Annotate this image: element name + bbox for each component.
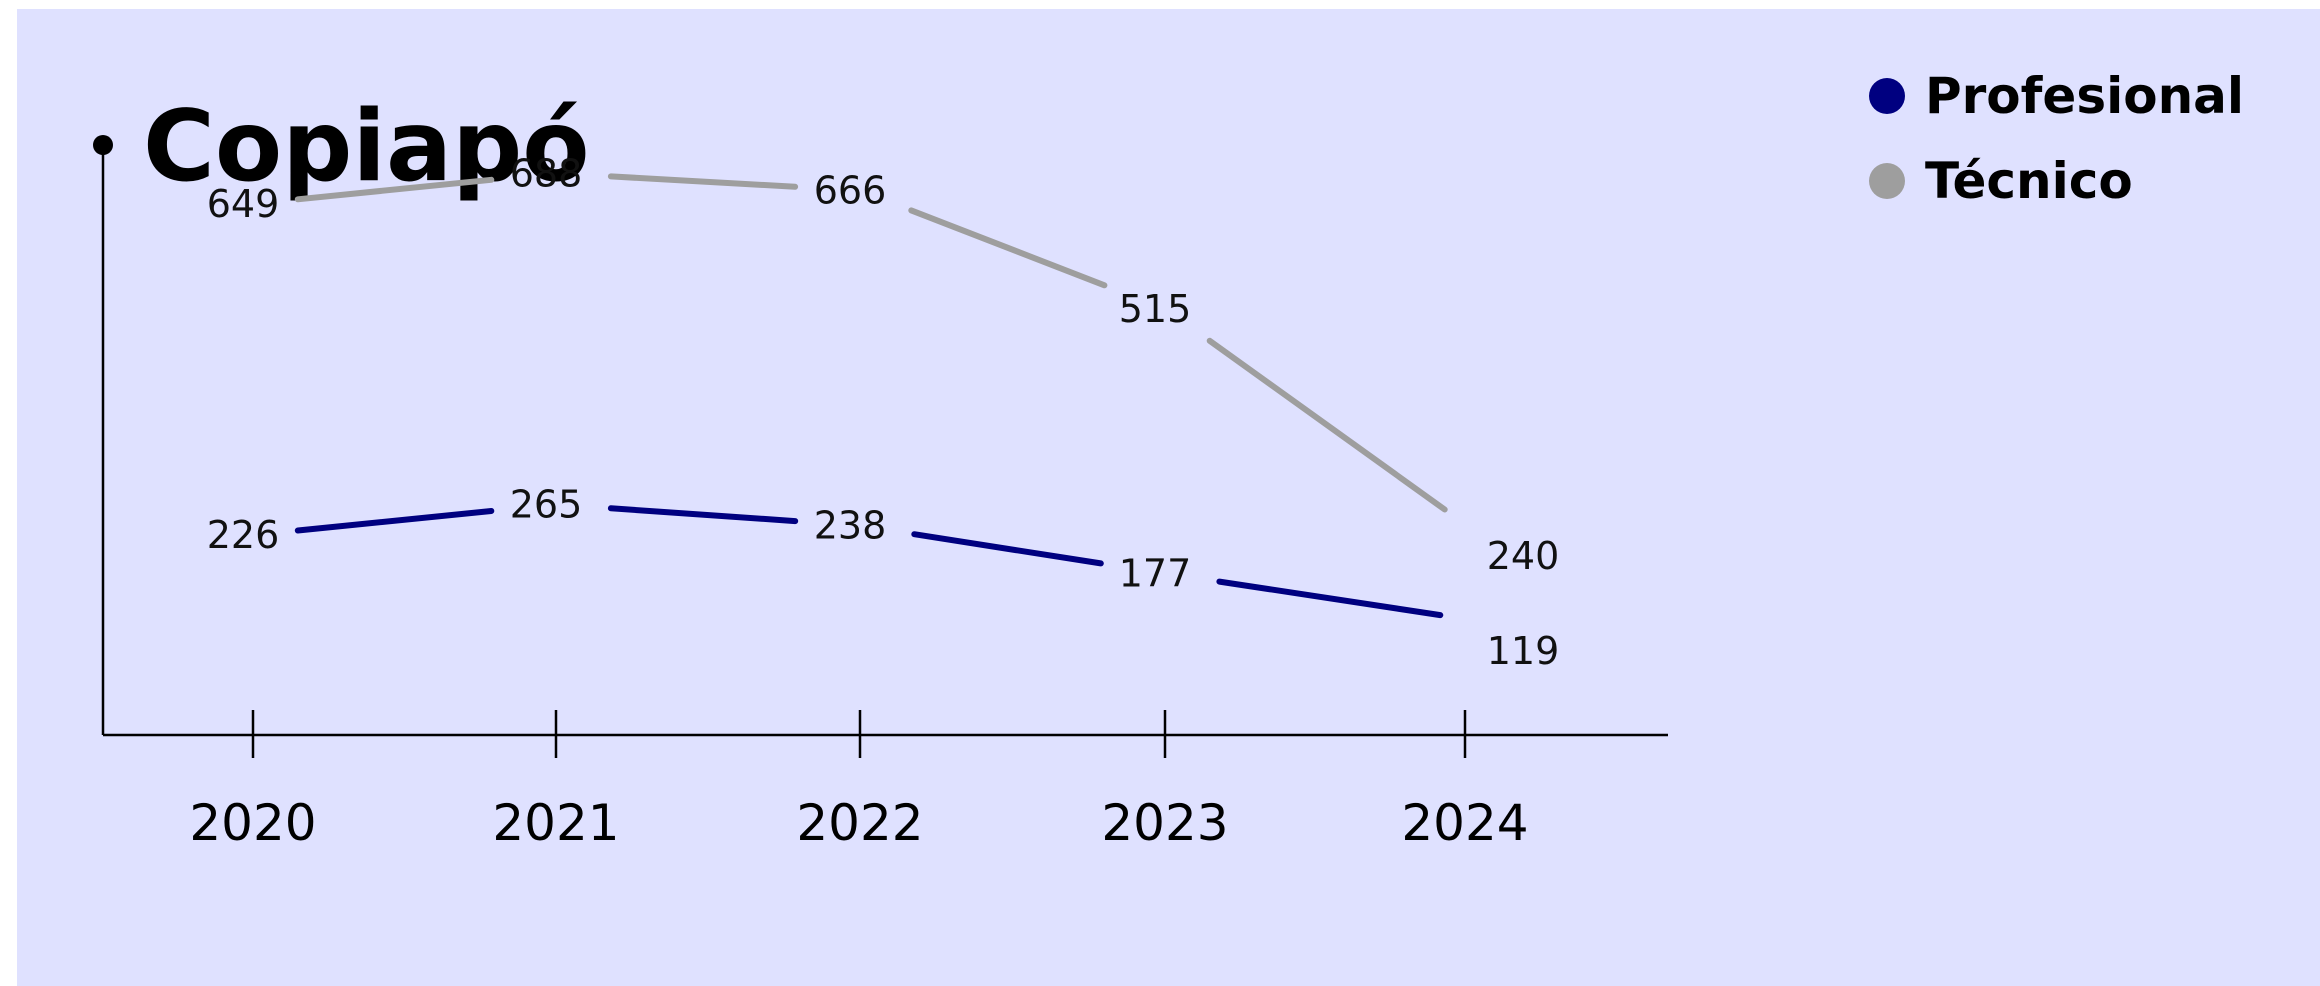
x-tick-label-2024: 2024 <box>1401 794 1528 852</box>
series-segment-profesional-1 <box>607 505 799 525</box>
data-label-tecnico-2024: 240 <box>1487 534 1560 578</box>
x-axis-ticks: 2020 2021 2022 2023 2024 <box>189 710 1529 852</box>
data-label-tecnico-2020: 649 <box>207 182 280 226</box>
chart-background <box>17 9 2320 986</box>
series-segment-profesional-2 <box>911 531 1104 567</box>
data-label-profesional-2023: 177 <box>1119 551 1192 595</box>
data-label-profesional-2022: 238 <box>814 504 887 548</box>
data-labels: 226 265 238 177 119 649 688 666 515 240 <box>207 151 1560 673</box>
series-segment-profesional-3 <box>1216 578 1444 619</box>
legend: Profesional Técnico <box>1869 67 2244 210</box>
axes <box>101 145 1668 737</box>
chart-title: Copiapó <box>143 90 590 204</box>
x-tick-label-2020: 2020 <box>189 794 316 852</box>
data-label-tecnico-2022: 666 <box>814 169 887 213</box>
series-segment-tecnico-2 <box>908 207 1108 289</box>
legend-marker-profesional <box>1869 78 1905 114</box>
series-segment-tecnico-3 <box>1206 337 1448 513</box>
series-segment-tecnico-1 <box>607 173 799 190</box>
series-segment-tecnico-0 <box>294 176 495 203</box>
x-tick-label-2023: 2023 <box>1101 794 1228 852</box>
data-label-tecnico-2021: 688 <box>510 151 583 195</box>
x-tick-label-2021: 2021 <box>492 794 619 852</box>
data-label-tecnico-2023: 515 <box>1119 287 1192 331</box>
legend-item-profesional: Profesional <box>1869 67 2244 125</box>
series-segment-profesional-0 <box>294 508 495 534</box>
legend-item-tecnico: Técnico <box>1869 152 2133 210</box>
legend-label-tecnico: Técnico <box>1925 152 2133 210</box>
legend-marker-tecnico <box>1869 163 1905 199</box>
series-lines <box>294 173 1448 619</box>
data-label-profesional-2020: 226 <box>207 513 280 557</box>
legend-label-profesional: Profesional <box>1925 67 2244 125</box>
data-label-profesional-2021: 265 <box>510 483 583 527</box>
chart-title-group: Copiapó <box>93 90 590 204</box>
data-label-profesional-2024: 119 <box>1487 629 1560 673</box>
x-tick-label-2022: 2022 <box>796 794 923 852</box>
